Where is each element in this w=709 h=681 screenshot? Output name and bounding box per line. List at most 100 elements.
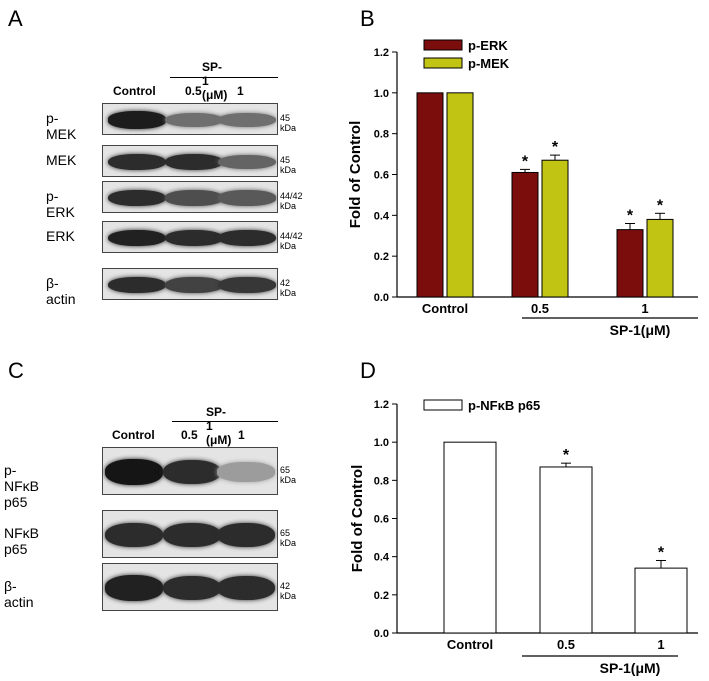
y-tick-label: 0.0	[374, 292, 389, 304]
blot-band	[163, 459, 221, 485]
panel-label-d: D	[360, 358, 376, 383]
legend-swatch	[423, 399, 463, 411]
bar	[541, 159, 569, 298]
blot-strip	[102, 563, 278, 611]
legend-label: p-NFκB p65	[468, 398, 540, 413]
blot-band	[165, 190, 223, 206]
blot-band	[108, 189, 166, 207]
blot-band	[217, 462, 275, 482]
blot-row-label: NFκB p65	[4, 525, 39, 557]
blot-band	[165, 229, 223, 247]
molecular-weight-label: 44/42 kDa	[280, 191, 303, 211]
x-tick-label: Control	[447, 637, 493, 652]
blot-strip	[102, 447, 278, 495]
blot-row-label: MEK	[46, 152, 77, 168]
y-tick-label: 0.8	[374, 129, 389, 141]
blot-band	[108, 229, 166, 247]
y-tick-label: 0.6	[374, 170, 389, 182]
group-label: SP-1(μM)	[610, 322, 671, 338]
treatment-label: SP-1 (μM)	[206, 405, 232, 447]
y-tick-label: 1.0	[374, 88, 389, 100]
molecular-weight-label: 65 kDa	[280, 528, 297, 548]
lane-label-0-5: 0.5	[185, 84, 202, 98]
blot-band	[108, 153, 166, 171]
x-tick-label: 1	[641, 301, 648, 316]
bar	[634, 567, 688, 634]
x-tick-label: 0.5	[531, 301, 549, 316]
panel-label-b: B	[360, 6, 375, 31]
blot-strip	[102, 268, 278, 300]
y-tick-label: 0.2	[374, 251, 389, 263]
bar	[443, 441, 497, 634]
treatment-bracket	[170, 77, 278, 78]
y-axis-label: Fold of Control	[347, 121, 364, 228]
blot-band	[163, 522, 221, 548]
blot-strip	[102, 181, 278, 213]
blot-row-label: β-actin	[4, 578, 34, 610]
molecular-weight-label: 44/42 kDa	[280, 231, 303, 251]
blot-row-label: β-actin	[46, 275, 76, 307]
y-tick-label: 1.2	[374, 47, 389, 59]
blot-band	[108, 276, 166, 294]
blot-strip	[102, 103, 278, 135]
x-tick-label: 1	[657, 637, 664, 652]
legend-swatch	[423, 39, 463, 51]
blot-band	[217, 522, 275, 548]
blot-band	[105, 575, 163, 601]
lane-label-control: Control	[112, 428, 155, 442]
x-tick-label: 0.5	[557, 637, 575, 652]
blot-band	[218, 154, 276, 170]
blot-strip	[102, 145, 278, 177]
lane-label-control: Control	[113, 84, 156, 98]
molecular-weight-label: 42 kDa	[280, 581, 297, 601]
legend-label: p-MEK	[468, 56, 510, 71]
x-tick-label: Control	[422, 301, 468, 316]
blot-row-label: ERK	[46, 228, 75, 244]
molecular-weight-label: 45 kDa	[280, 113, 297, 133]
significance-marker: *	[552, 139, 559, 156]
y-tick-label: 0.6	[374, 514, 389, 526]
bar	[416, 92, 444, 298]
blot-band	[165, 112, 223, 128]
y-tick-label: 0.8	[374, 475, 389, 487]
blot-band	[218, 112, 276, 128]
blot-band	[218, 276, 276, 294]
lane-label-1: 1	[237, 84, 244, 98]
treatment-label: SP-1 (μM)	[202, 60, 228, 102]
y-tick-label: 0.2	[374, 590, 389, 602]
panel-label-a: A	[8, 6, 23, 31]
blot-row-label: p-NFκB p65	[4, 462, 39, 510]
blot-band	[108, 111, 166, 129]
blot-band	[163, 575, 221, 601]
y-tick-label: 0.4	[374, 210, 390, 222]
blot-band	[218, 229, 276, 247]
blot-band	[105, 459, 163, 485]
lane-label-0-5: 0.5	[181, 428, 198, 442]
group-label: SP-1(μM)	[600, 660, 661, 676]
legend-swatch	[423, 57, 463, 69]
panel-label-c: C	[8, 358, 24, 383]
y-tick-label: 1.2	[374, 399, 389, 411]
y-tick-label: 0.4	[374, 552, 390, 564]
blot-band	[217, 575, 275, 601]
blot-band	[105, 522, 163, 548]
significance-marker: *	[522, 153, 529, 170]
bar	[616, 229, 644, 298]
blot-row-label: p-ERK	[46, 188, 75, 220]
lane-label-1: 1	[238, 428, 245, 442]
significance-marker: *	[658, 544, 665, 561]
blot-band	[218, 190, 276, 206]
blot-strip	[102, 510, 278, 558]
y-tick-label: 1.0	[374, 437, 389, 449]
y-axis-label: Fold of Control	[349, 465, 366, 572]
molecular-weight-label: 42 kDa	[280, 278, 297, 298]
significance-marker: *	[627, 208, 634, 225]
treatment-bracket	[172, 421, 278, 422]
significance-marker: *	[657, 197, 664, 214]
bar	[539, 466, 593, 634]
blot-band	[165, 153, 223, 171]
bar	[446, 92, 474, 298]
blot-row-label: p-MEK	[46, 110, 77, 142]
